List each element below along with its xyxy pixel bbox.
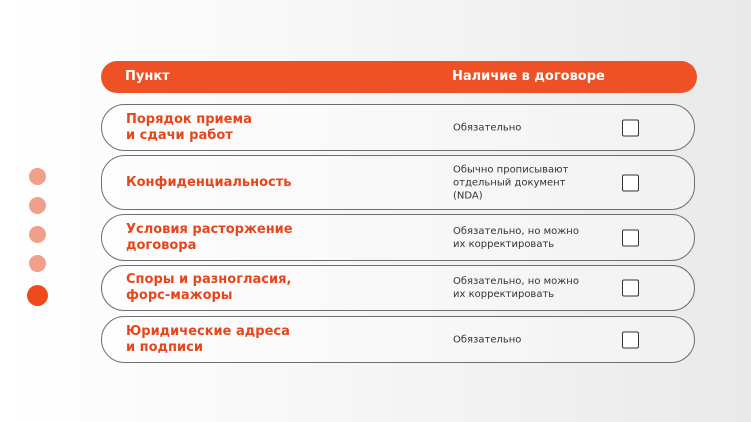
table-row: Юридические адреса и подписи Обязательно <box>101 316 695 363</box>
page-dot-1[interactable] <box>29 168 46 185</box>
checkbox[interactable] <box>622 229 639 246</box>
row-name: Условия расторжение договора <box>126 221 293 253</box>
table-header: Пункт Наличие в договоре <box>101 61 697 93</box>
header-item: Пункт <box>125 69 170 84</box>
row-requirement: Обязательно, но можно их корректировать <box>453 276 579 300</box>
page-dot-3[interactable] <box>29 226 46 243</box>
checkbox[interactable] <box>622 119 639 136</box>
table-row: Споры и разногласия, форс-мажоры Обязате… <box>101 265 695 311</box>
row-requirement: Обязательно <box>453 334 522 345</box>
row-name: Споры и разногласия, форс-мажоры <box>126 272 292 303</box>
checkbox[interactable] <box>622 331 639 348</box>
table-row: Порядок приема и сдачи работ Обязательно <box>101 104 695 151</box>
checkbox[interactable] <box>622 279 639 297</box>
table-row: Условия расторжение договора Обязательно… <box>101 214 695 261</box>
page-dot-5-active[interactable] <box>27 285 48 306</box>
row-name: Конфиденциальность <box>126 174 292 190</box>
header-presence: Наличие в договоре <box>452 69 605 84</box>
row-name: Юридические адреса и подписи <box>126 323 290 355</box>
table-row: Конфиденциальность Обычно прописывают от… <box>101 155 695 210</box>
page-dot-2[interactable] <box>29 197 46 214</box>
row-requirement: Обычно прописывают отдельный документ (N… <box>453 164 569 201</box>
row-requirement: Обязательно <box>453 122 522 133</box>
row-requirement: Обязательно, но можно их корректировать <box>453 225 579 250</box>
page-dot-4[interactable] <box>29 255 46 272</box>
checkbox[interactable] <box>622 174 639 191</box>
row-name: Порядок приема и сдачи работ <box>126 111 252 143</box>
